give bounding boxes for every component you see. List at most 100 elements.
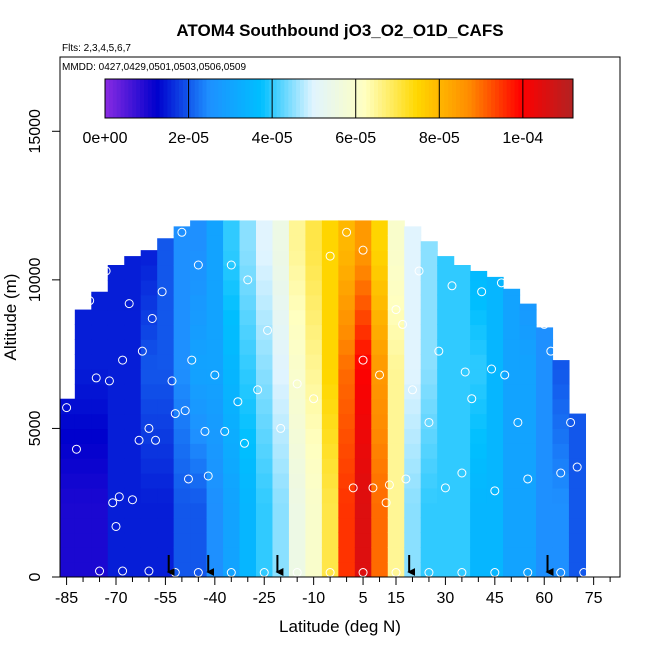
- heatmap-cell: [371, 443, 389, 459]
- colorbar-segment: [393, 79, 398, 118]
- colorbar-segment: [495, 79, 500, 118]
- heatmap-cell: [371, 294, 389, 311]
- heatmap-cell: [239, 532, 257, 548]
- heatmap-cell: [60, 532, 76, 548]
- heatmap-cell: [321, 324, 339, 340]
- heatmap-cell: [453, 502, 471, 519]
- heatmap-cell: [107, 398, 125, 415]
- heatmap-cell: [338, 369, 356, 385]
- flight-point: [157, 287, 167, 297]
- heatmap-cell: [190, 383, 208, 400]
- heatmap-cell: [124, 443, 142, 459]
- heatmap-cell: [206, 294, 224, 311]
- heatmap-cell: [190, 369, 208, 385]
- heatmap-cell: [486, 276, 504, 281]
- heatmap-cell: [321, 279, 339, 296]
- heatmap-cell: [387, 279, 405, 296]
- heatmap-cell: [190, 235, 208, 251]
- heatmap-cell: [157, 265, 175, 281]
- colorbar-segment: [257, 79, 262, 118]
- heatmap-cell: [404, 369, 422, 385]
- heatmap-cell: [173, 473, 191, 489]
- flight-point: [375, 370, 385, 380]
- heatmap-cell: [190, 279, 208, 296]
- heatmap-cell: [568, 502, 587, 519]
- heatmap-cell: [321, 309, 339, 326]
- heatmap-cell: [453, 443, 471, 459]
- heatmap-cell: [239, 473, 257, 489]
- colorbar-segment: [381, 79, 387, 118]
- heatmap-cell: [338, 354, 356, 370]
- heatmap-cell: [519, 502, 537, 519]
- heatmap-cell: [321, 428, 339, 444]
- heatmap-cell: [107, 383, 125, 400]
- heatmap-cell: [470, 369, 488, 385]
- heatmap-cell: [486, 562, 504, 577]
- heatmap-cell: [239, 339, 257, 355]
- heatmap-cell: [354, 473, 372, 489]
- flight-point: [144, 423, 154, 433]
- heatmap-cell: [91, 473, 109, 489]
- heatmap-cell: [420, 324, 438, 340]
- heatmap-cell: [470, 354, 488, 370]
- colorbar-segment: [553, 79, 558, 118]
- heatmap-cell: [256, 517, 274, 534]
- heatmap-cell: [503, 532, 521, 548]
- heatmap-cell: [453, 398, 471, 415]
- heatmap-cell: [354, 339, 372, 355]
- heatmap-cell: [536, 354, 554, 370]
- heatmap-cell: [404, 458, 422, 474]
- heatmap-cell: [321, 369, 339, 385]
- heatmap-cell: [420, 517, 438, 534]
- colorbar-segment: [218, 79, 223, 118]
- colorbar-segment: [163, 79, 168, 118]
- x-tick-label: -85: [55, 590, 78, 607]
- heatmap-cell: [107, 354, 125, 370]
- heatmap-cell: [437, 294, 455, 311]
- heatmap-cell: [453, 324, 471, 340]
- flight-point: [118, 355, 128, 365]
- heatmap-cell: [272, 383, 290, 400]
- colorbar-segment: [210, 79, 215, 118]
- heatmap-cell: [404, 250, 422, 266]
- heatmap-cell: [437, 265, 455, 281]
- heatmap-cell: [404, 226, 422, 236]
- flight-point: [398, 319, 408, 329]
- heatmap-cell: [420, 532, 438, 548]
- heatmap-cell: [503, 354, 521, 370]
- heatmap-cell: [223, 279, 241, 296]
- heatmap-cell: [305, 547, 323, 563]
- heatmap-cell: [437, 547, 455, 563]
- heatmap-cell: [190, 413, 208, 430]
- heatmap-cell: [404, 473, 422, 489]
- heatmap-cell: [190, 428, 208, 444]
- heatmap-cell: [124, 354, 142, 370]
- heatmap-cell: [124, 502, 142, 519]
- heatmap-cell: [256, 458, 274, 474]
- heatmap-cell: [387, 398, 405, 415]
- heatmap-cell: [74, 562, 92, 577]
- flight-point: [147, 313, 157, 323]
- heatmap-cell: [272, 458, 290, 474]
- heatmap-cell: [503, 324, 521, 340]
- heatmap-cell: [486, 443, 504, 459]
- heatmap-cell: [354, 443, 372, 459]
- heatmap-cell: [338, 265, 356, 281]
- colorbar-segment: [389, 79, 395, 118]
- heatmap-cell: [288, 398, 307, 415]
- heatmap-cell: [371, 458, 389, 474]
- colorbar-segment: [159, 79, 164, 118]
- colorbar-tick-label: 6e-05: [335, 130, 376, 147]
- heatmap-cell: [107, 532, 125, 548]
- heatmap-cell: [371, 265, 389, 281]
- colorbar-segment: [249, 79, 254, 118]
- heatmap-cell: [568, 547, 587, 563]
- heatmap-cell: [173, 398, 191, 415]
- heatmap-cell: [453, 413, 471, 430]
- flight-point: [457, 468, 467, 478]
- heatmap-cell: [223, 532, 241, 548]
- heatmap-cell: [91, 562, 109, 577]
- colorbar-segment: [307, 79, 313, 118]
- heatmap-cell: [91, 324, 109, 340]
- colorbar-segment: [358, 79, 363, 118]
